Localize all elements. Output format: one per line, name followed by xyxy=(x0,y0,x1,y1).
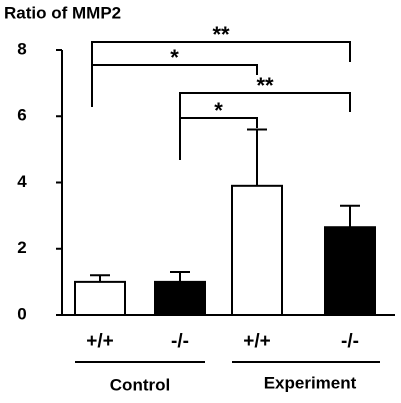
y-tick-label: 2 xyxy=(17,238,26,257)
x-tick-label: -/- xyxy=(341,331,359,352)
significance-label: * xyxy=(170,45,179,70)
bar xyxy=(231,184,283,316)
chart-title: Ratio of MMP2 xyxy=(4,3,121,22)
bracket xyxy=(179,92,351,160)
bracket xyxy=(91,64,258,107)
y-tick-label: 8 xyxy=(17,39,26,58)
significance-label: ** xyxy=(256,73,274,98)
bar xyxy=(74,280,126,316)
group-label: Control xyxy=(110,375,170,394)
x-tick-label: +/+ xyxy=(243,331,270,352)
bar xyxy=(324,226,376,316)
x-tick-label: +/+ xyxy=(86,331,113,352)
significance-label: * xyxy=(214,98,223,123)
y-tick-label: 0 xyxy=(17,304,26,323)
y-tick-label: 4 xyxy=(17,172,27,191)
y-tick-label: 6 xyxy=(17,106,26,125)
bar xyxy=(154,280,206,316)
bracket xyxy=(179,117,258,160)
group-label: Experiment xyxy=(264,373,357,392)
x-tick-label: -/- xyxy=(171,331,189,352)
significance-label: ** xyxy=(212,22,230,47)
